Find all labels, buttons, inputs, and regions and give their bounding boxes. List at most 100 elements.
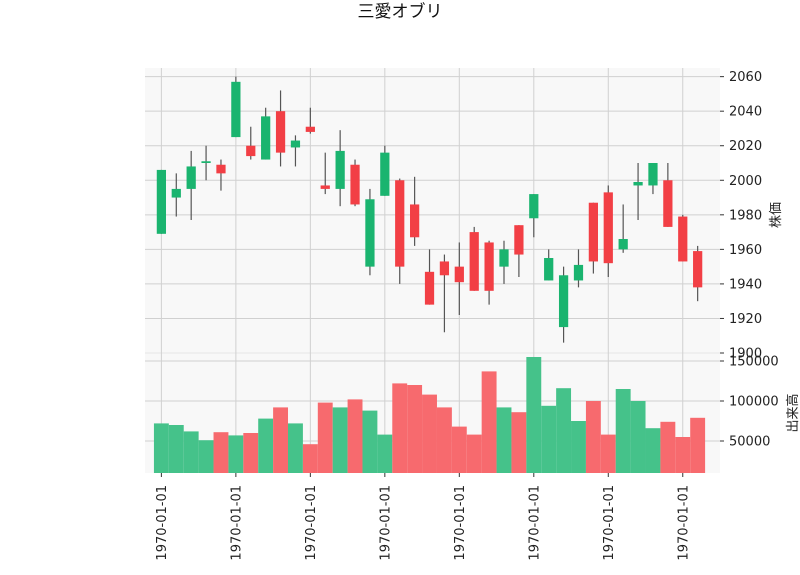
candle-body — [484, 242, 494, 291]
volume-bar — [302, 444, 318, 473]
volume-y-axis: 50000 100000 150000 — [720, 355, 779, 450]
candle-body — [424, 271, 435, 305]
volume-bar — [466, 434, 482, 473]
candle-body — [410, 204, 420, 238]
candle-body — [305, 126, 315, 132]
x-tick-label: 1970-01-01 — [229, 485, 244, 561]
candle-body — [529, 194, 539, 219]
candle-body — [499, 249, 509, 267]
volume-bar — [630, 401, 646, 473]
price-tick-label: 1960 — [729, 243, 762, 258]
candle-body — [618, 239, 628, 250]
volume-bar — [541, 405, 557, 473]
volume-tick-label: 150000 — [729, 355, 779, 370]
volume-bar — [317, 402, 333, 473]
volume-bar — [571, 421, 586, 473]
candle-body — [231, 81, 241, 138]
volume-bar — [675, 437, 691, 473]
volume-bar — [258, 418, 274, 473]
volume-bar — [407, 385, 423, 473]
volume-bar — [511, 412, 527, 473]
candle-body — [439, 261, 450, 276]
volume-bar — [451, 426, 467, 473]
volume-bar — [660, 421, 676, 473]
candle-body — [156, 169, 167, 234]
volume-bar — [332, 407, 348, 473]
volume-bar — [228, 435, 244, 473]
candle-body — [648, 163, 658, 186]
candle-body — [693, 251, 703, 288]
candle-body — [469, 232, 479, 291]
grid-lines — [145, 68, 720, 473]
volume-bar — [213, 432, 229, 473]
candle-body — [380, 152, 390, 196]
volume-tick-label: 100000 — [729, 395, 779, 410]
volume-bar — [615, 389, 631, 473]
x-tick-label: 1970-01-01 — [527, 485, 542, 561]
volume-bar — [168, 425, 184, 473]
candle-body — [335, 150, 345, 189]
candle-body — [171, 188, 181, 198]
volume-bar — [585, 401, 601, 473]
volume-bar — [362, 410, 378, 473]
candle-body — [275, 111, 286, 153]
candle-body — [186, 166, 196, 189]
volume-bar — [198, 440, 214, 473]
volume-bar — [377, 434, 393, 473]
chart-title: 三愛オブリ — [358, 1, 443, 22]
volume-bar — [436, 407, 452, 473]
candle-body — [365, 199, 375, 267]
candle-body — [320, 185, 330, 189]
price-tick-label: 1900 — [729, 347, 762, 362]
candle-body — [588, 202, 598, 262]
x-tick-label: 1970-01-01 — [453, 485, 468, 561]
x-tick-label: 1970-01-01 — [676, 485, 691, 561]
volume-bar — [273, 407, 289, 473]
candle-body — [633, 182, 643, 186]
price-tick-label: 2020 — [729, 139, 762, 154]
volume-tick-label: 50000 — [729, 435, 770, 450]
candle-body — [678, 216, 688, 262]
x-axis: 1970-01-01 1970-01-01 1970-01-01 1970-01-01… — [155, 473, 691, 561]
volume-axis-label: 出来高 — [785, 393, 800, 432]
candle-body — [573, 264, 584, 281]
candle-body — [603, 192, 613, 264]
candle-body — [454, 266, 464, 283]
candle-body — [290, 140, 301, 148]
price-panel-background — [145, 68, 720, 353]
price-tick-label: 2060 — [729, 70, 762, 85]
candle-body — [663, 180, 673, 227]
volume-bar — [288, 423, 303, 473]
price-tick-label: 2040 — [729, 105, 762, 120]
candle-body — [246, 145, 256, 157]
candle-body — [558, 275, 569, 328]
volume-bar — [496, 407, 512, 473]
volume-bars — [153, 357, 706, 473]
price-tick-label: 2000 — [729, 174, 762, 189]
candle-body — [261, 116, 271, 160]
candle-body — [514, 225, 524, 255]
volume-bar — [526, 357, 542, 473]
price-tick-label: 1940 — [729, 277, 762, 292]
volume-bar — [347, 399, 363, 473]
candlesticks — [156, 76, 703, 343]
volume-bar — [422, 394, 437, 473]
candle-body — [201, 161, 211, 163]
volume-bar — [392, 383, 408, 473]
x-tick-label: 1970-01-01 — [602, 485, 617, 561]
candle-body — [350, 164, 360, 205]
x-tick-label: 1970-01-01 — [304, 485, 319, 561]
price-y-axis: 1900 1920 1940 1960 1980 2000 2020 2040 2060 — [720, 70, 762, 362]
volume-bar — [183, 431, 199, 473]
volume-bar — [243, 433, 259, 473]
x-tick-label: 1970-01-01 — [378, 485, 393, 561]
candle-body — [544, 258, 554, 281]
price-axis-label: 株価 — [769, 202, 784, 228]
price-tick-label: 1980 — [729, 208, 762, 223]
volume-bar — [600, 434, 616, 473]
candle-body — [216, 164, 226, 174]
volume-bar — [153, 423, 169, 473]
volume-bar — [645, 428, 661, 473]
volume-bar — [481, 371, 497, 473]
